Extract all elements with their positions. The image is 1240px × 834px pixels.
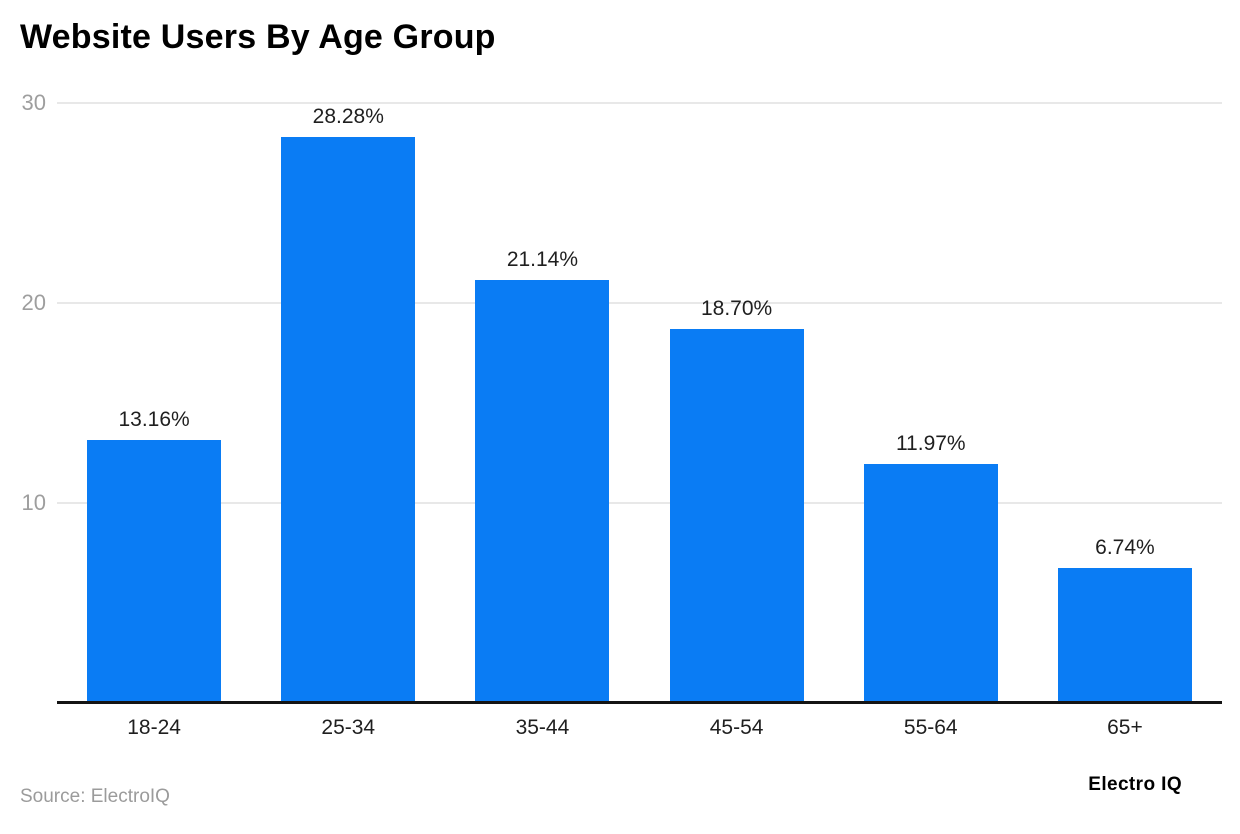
bar-group: 18.70%: [640, 103, 834, 703]
x-axis: 18-24 25-34 35-44 45-54 55-64 65+: [57, 716, 1222, 740]
bar-group: 11.97%: [834, 103, 1028, 703]
x-axis-label: 18-24: [127, 716, 181, 739]
bar-value-label: 21.14%: [506, 248, 579, 272]
gridline: [57, 502, 1222, 504]
source-note: Source: ElectroIQ: [20, 786, 170, 807]
bar: [475, 280, 610, 703]
bars-row: 13.16% 28.28% 21.14% 18.70% 11.97% 6.74%: [57, 103, 1222, 703]
y-tick-label: 30: [21, 90, 46, 115]
x-axis-label: 65+: [1107, 716, 1143, 739]
x-axis-baseline: [57, 701, 1222, 704]
brand-logo: Electro IQ: [1088, 774, 1182, 795]
plot-wrap: 10 20 30 13.16% 28.28% 21.14% 18.70% 11.97% 6.7…: [0, 92, 1240, 703]
bar: [281, 137, 416, 703]
gridline: [57, 102, 1222, 104]
bar-value-label: 13.16%: [118, 407, 190, 431]
bar-group: 21.14%: [445, 103, 639, 703]
x-axis-label: 45-54: [709, 716, 764, 739]
x-axis-label: 35-44: [515, 716, 570, 739]
y-tick-label: 10: [21, 490, 46, 515]
x-axis-label: 55-64: [903, 716, 958, 739]
bar-value-label: 18.70%: [700, 297, 773, 320]
y-tick-label: 20: [21, 290, 46, 315]
bar-group: 28.28%: [251, 103, 445, 703]
gridline: [57, 302, 1222, 304]
bar-value-label: 28.28%: [312, 105, 384, 129]
bar-value-label: 6.74%: [1095, 536, 1155, 560]
bar-group: 6.74%: [1028, 103, 1222, 703]
plot-area: 13.16% 28.28% 21.14% 18.70% 11.97% 6.74%: [57, 102, 1222, 703]
bar: [1057, 568, 1192, 703]
x-axis-label: 25-34: [321, 716, 376, 739]
bar: [863, 463, 998, 703]
bar-value-label: 11.97%: [895, 431, 966, 455]
y-axis: 10 20 30: [0, 92, 46, 703]
bar: [87, 439, 222, 703]
bar: [669, 329, 804, 703]
chart-title: Website Users By Age Group: [20, 18, 496, 56]
bar-group: 13.16%: [57, 103, 251, 703]
